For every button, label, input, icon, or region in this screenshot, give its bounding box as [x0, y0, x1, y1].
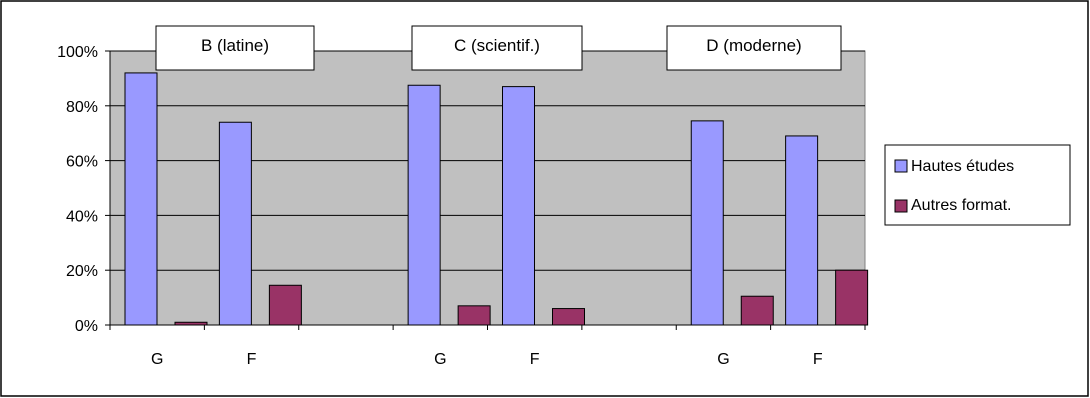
bar-hautes-etudes-3	[407, 84, 441, 326]
y-tick-label: 80%	[66, 99, 98, 116]
bar-autres-format-1	[268, 284, 302, 326]
y-tick-label: 60%	[66, 154, 98, 171]
y-tick-label: 20%	[66, 263, 98, 280]
group-title-0: B (latine)	[201, 36, 269, 55]
bar-hautes-etudes-7	[785, 135, 819, 326]
group-title-1: C (scientif.)	[454, 36, 540, 55]
y-tick-label: 40%	[66, 208, 98, 225]
x-tick-label: F	[530, 351, 540, 368]
group-title-box-1	[411, 25, 583, 71]
labels: 0% 20% 40% 60% 80% 100% G F G F G F B (latine) C (sci…	[57, 25, 842, 368]
legend-label-autres-format: Autres format.	[911, 197, 1011, 214]
bar-hautes-etudes-0	[124, 72, 158, 326]
bar-hautes-etudes-1	[218, 121, 252, 326]
group-title-box-0	[155, 25, 315, 71]
bar-hautes-etudes-4	[502, 86, 535, 326]
y-tick-label: 0%	[75, 318, 98, 335]
legend-box	[884, 144, 1071, 226]
x-tick-label: F	[247, 351, 257, 368]
legend: Hautes études Autres format.	[884, 144, 1071, 226]
x-tick-label: G	[434, 351, 446, 368]
group-title-box-2	[666, 25, 842, 71]
bar-autres-format-4	[552, 308, 585, 326]
bar-autres-format-6	[740, 295, 774, 326]
x-tick-label: G	[151, 351, 163, 368]
bars	[124, 72, 869, 326]
x-tick-label: G	[717, 351, 729, 368]
bar-hautes-etudes-6	[690, 120, 724, 326]
legend-swatch-hautes-etudes	[894, 159, 908, 173]
legend-label-hautes-etudes: Hautes études	[911, 158, 1014, 175]
axes	[105, 50, 866, 330]
x-tick-label: F	[813, 351, 823, 368]
y-tick-label: 100%	[57, 44, 98, 61]
bar-autres-format-7	[835, 269, 869, 326]
legend-swatch-autres-format	[894, 199, 908, 213]
bar-autres-format-3	[457, 305, 491, 326]
group-title-2: D (moderne)	[706, 36, 801, 55]
